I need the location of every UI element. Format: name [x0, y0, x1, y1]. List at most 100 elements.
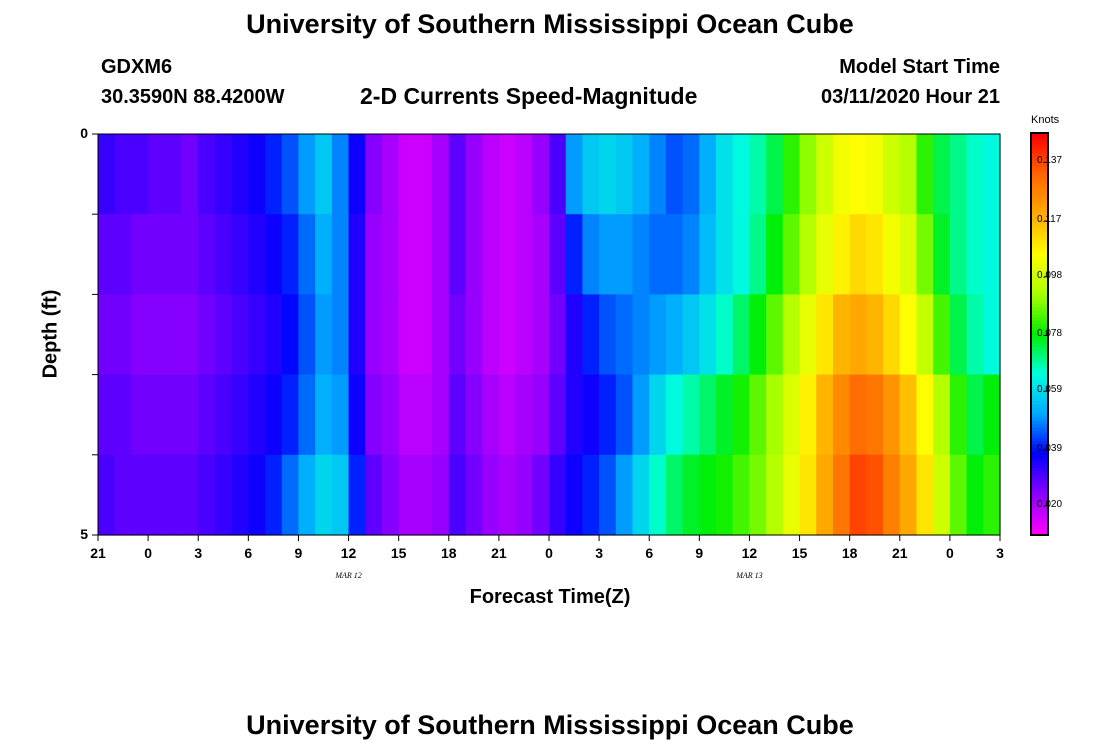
heatmap-cell [899, 134, 918, 215]
heatmap-cell [398, 214, 416, 295]
colorbar-segment [1031, 367, 1048, 372]
colorbar-segment [1031, 146, 1048, 151]
x-tick-label: 12 [340, 545, 357, 561]
colorbar-segment [1031, 149, 1048, 154]
heatmap-cell [582, 454, 600, 536]
heatmap-cell [415, 294, 433, 376]
heatmap-cell [348, 294, 366, 376]
colorbar-segment [1031, 163, 1048, 168]
heatmap-cell [298, 294, 316, 376]
heatmap-cell [565, 214, 583, 295]
colorbar-segment [1031, 213, 1048, 218]
colorbar-segment [1031, 327, 1048, 332]
heatmap-cell [732, 374, 751, 456]
plot-title: 2-D Currents Speed-Magnitude [360, 83, 698, 109]
colorbar-segment [1031, 374, 1048, 379]
heatmap-cell [816, 134, 834, 215]
heatmap-cell [265, 454, 283, 536]
colorbar-unit-label: Knots [1031, 114, 1060, 126]
heatmap-cell [532, 374, 550, 456]
colorbar-segment [1031, 471, 1048, 476]
colorbar-segment [1031, 514, 1048, 519]
heatmap-cell [933, 214, 951, 295]
colorbar-segment [1031, 193, 1048, 198]
page-title-top: University of Southern Mississippi Ocean… [246, 9, 854, 39]
heatmap-cell [899, 294, 918, 376]
colorbar-segment [1031, 387, 1048, 392]
heatmap-cell [532, 134, 550, 215]
heatmap-cell [515, 134, 533, 215]
heatmap-cell [465, 374, 483, 456]
heatmap-cell [348, 134, 366, 215]
colorbar-segment [1031, 401, 1048, 406]
model-start-label: Model Start Time [839, 56, 1000, 78]
heatmap-cell [348, 214, 366, 295]
heatmap-cell [381, 294, 400, 376]
heatmap-cell [532, 214, 550, 295]
x-tick-label: 18 [440, 545, 457, 561]
heatmap-cell [832, 134, 851, 215]
colorbar-segment [1031, 531, 1048, 536]
model-start-value: 03/11/2020 Hour 21 [820, 86, 1000, 108]
x-tick-label: 21 [90, 545, 106, 561]
heatmap-cell [131, 214, 149, 295]
heatmap-cell [482, 294, 500, 376]
heatmap-cell [248, 294, 266, 376]
heatmap-cell [933, 294, 951, 376]
x-tick-label: 3 [595, 545, 603, 561]
heatmap-cell [949, 374, 968, 456]
heatmap-cell [599, 374, 617, 456]
heatmap-cell [716, 134, 734, 215]
heatmap-cell [699, 374, 717, 456]
colorbar-segment [1031, 297, 1048, 302]
heatmap-cell [682, 374, 700, 456]
colorbar-segment [1031, 451, 1048, 456]
heatmap-cell [114, 214, 132, 295]
colorbar-segment [1031, 488, 1048, 493]
heatmap-cell [799, 374, 817, 456]
heatmap-cell [248, 134, 266, 215]
heatmap-cell [949, 294, 968, 376]
colorbar-segment [1031, 340, 1048, 345]
colorbar-segment [1031, 334, 1048, 339]
colorbar-segment [1031, 136, 1048, 141]
colorbar-segment [1031, 521, 1048, 526]
colorbar-segment [1031, 354, 1048, 359]
heatmap-cell [549, 374, 567, 456]
heatmap-cell [331, 294, 350, 376]
colorbar-tick-label: 0.137 [1037, 155, 1063, 167]
heatmap-cell [432, 294, 450, 376]
heatmap-cell [365, 374, 383, 456]
heatmap-cell [131, 134, 149, 215]
heatmap-cell [515, 294, 533, 376]
heatmap-cell [615, 294, 634, 376]
colorbar-segment [1031, 320, 1048, 325]
heatmap-cell [665, 374, 684, 456]
heatmap-cell [448, 454, 467, 536]
colorbar-segment [1031, 206, 1048, 211]
heatmap-cell [866, 454, 884, 536]
colorbar-segment [1031, 233, 1048, 238]
heatmap-cell [615, 214, 634, 295]
heatmap-cell [181, 294, 199, 376]
heatmap-cell [381, 374, 400, 456]
heatmap-cell [599, 134, 617, 215]
heatmap-cell [231, 454, 249, 536]
heatmap-cell [448, 294, 467, 376]
station-id: GDXM6 [101, 56, 173, 78]
heatmap-cell [381, 214, 400, 295]
x-tick-label: 21 [491, 545, 507, 561]
x-tick-label: 0 [545, 545, 553, 561]
heatmap-cell [615, 374, 634, 456]
heatmap-cell [482, 454, 500, 536]
date-label: MAR 13 [736, 571, 763, 580]
x-tick-label: 15 [791, 545, 808, 561]
heatmap-cell [549, 294, 567, 376]
heatmap-cell [883, 374, 901, 456]
colorbar-segment [1031, 159, 1048, 164]
heatmap-cell [816, 214, 834, 295]
heatmap-cell [432, 374, 450, 456]
heatmap-cell [849, 294, 867, 376]
heatmap-cell [331, 454, 350, 536]
